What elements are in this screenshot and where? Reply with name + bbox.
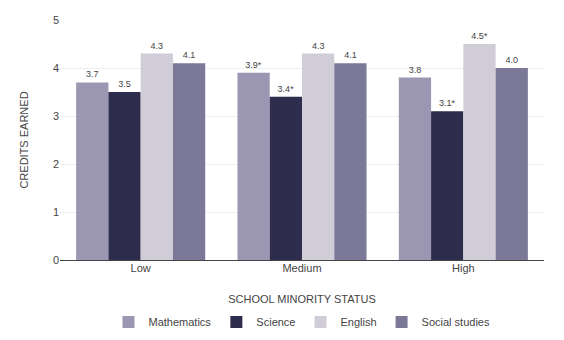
- svg-text:SCHOOL MINORITY STATUS: SCHOOL MINORITY STATUS: [228, 293, 376, 305]
- svg-text:4.0: 4.0: [505, 55, 518, 65]
- svg-text:3.7: 3.7: [86, 69, 99, 79]
- svg-text:3.8: 3.8: [409, 65, 422, 75]
- svg-text:4.1: 4.1: [344, 50, 357, 60]
- svg-text:Medium: Medium: [282, 262, 321, 274]
- svg-text:English: English: [340, 316, 376, 328]
- svg-text:4.1: 4.1: [183, 50, 196, 60]
- svg-text:CREDITS EARNED: CREDITS EARNED: [18, 91, 30, 188]
- svg-text:4.5*: 4.5*: [471, 31, 488, 41]
- svg-text:3.4*: 3.4*: [278, 84, 295, 94]
- svg-text:4.3: 4.3: [151, 41, 164, 51]
- svg-text:4: 4: [53, 62, 59, 74]
- svg-text:2: 2: [53, 158, 59, 170]
- svg-text:3: 3: [53, 110, 59, 122]
- svg-text:3.9*: 3.9*: [245, 60, 262, 70]
- svg-text:Science: Science: [256, 316, 295, 328]
- svg-text:4.3: 4.3: [312, 41, 325, 51]
- svg-text:3.5: 3.5: [118, 79, 131, 89]
- svg-text:Mathematics: Mathematics: [149, 316, 212, 328]
- svg-text:5: 5: [53, 14, 59, 26]
- svg-text:Social studies: Social studies: [422, 316, 490, 328]
- svg-text:0: 0: [53, 254, 59, 266]
- svg-text:High: High: [452, 262, 475, 274]
- svg-text:3.1*: 3.1*: [439, 98, 456, 108]
- svg-text:Low: Low: [131, 262, 151, 274]
- svg-text:1: 1: [53, 206, 59, 218]
